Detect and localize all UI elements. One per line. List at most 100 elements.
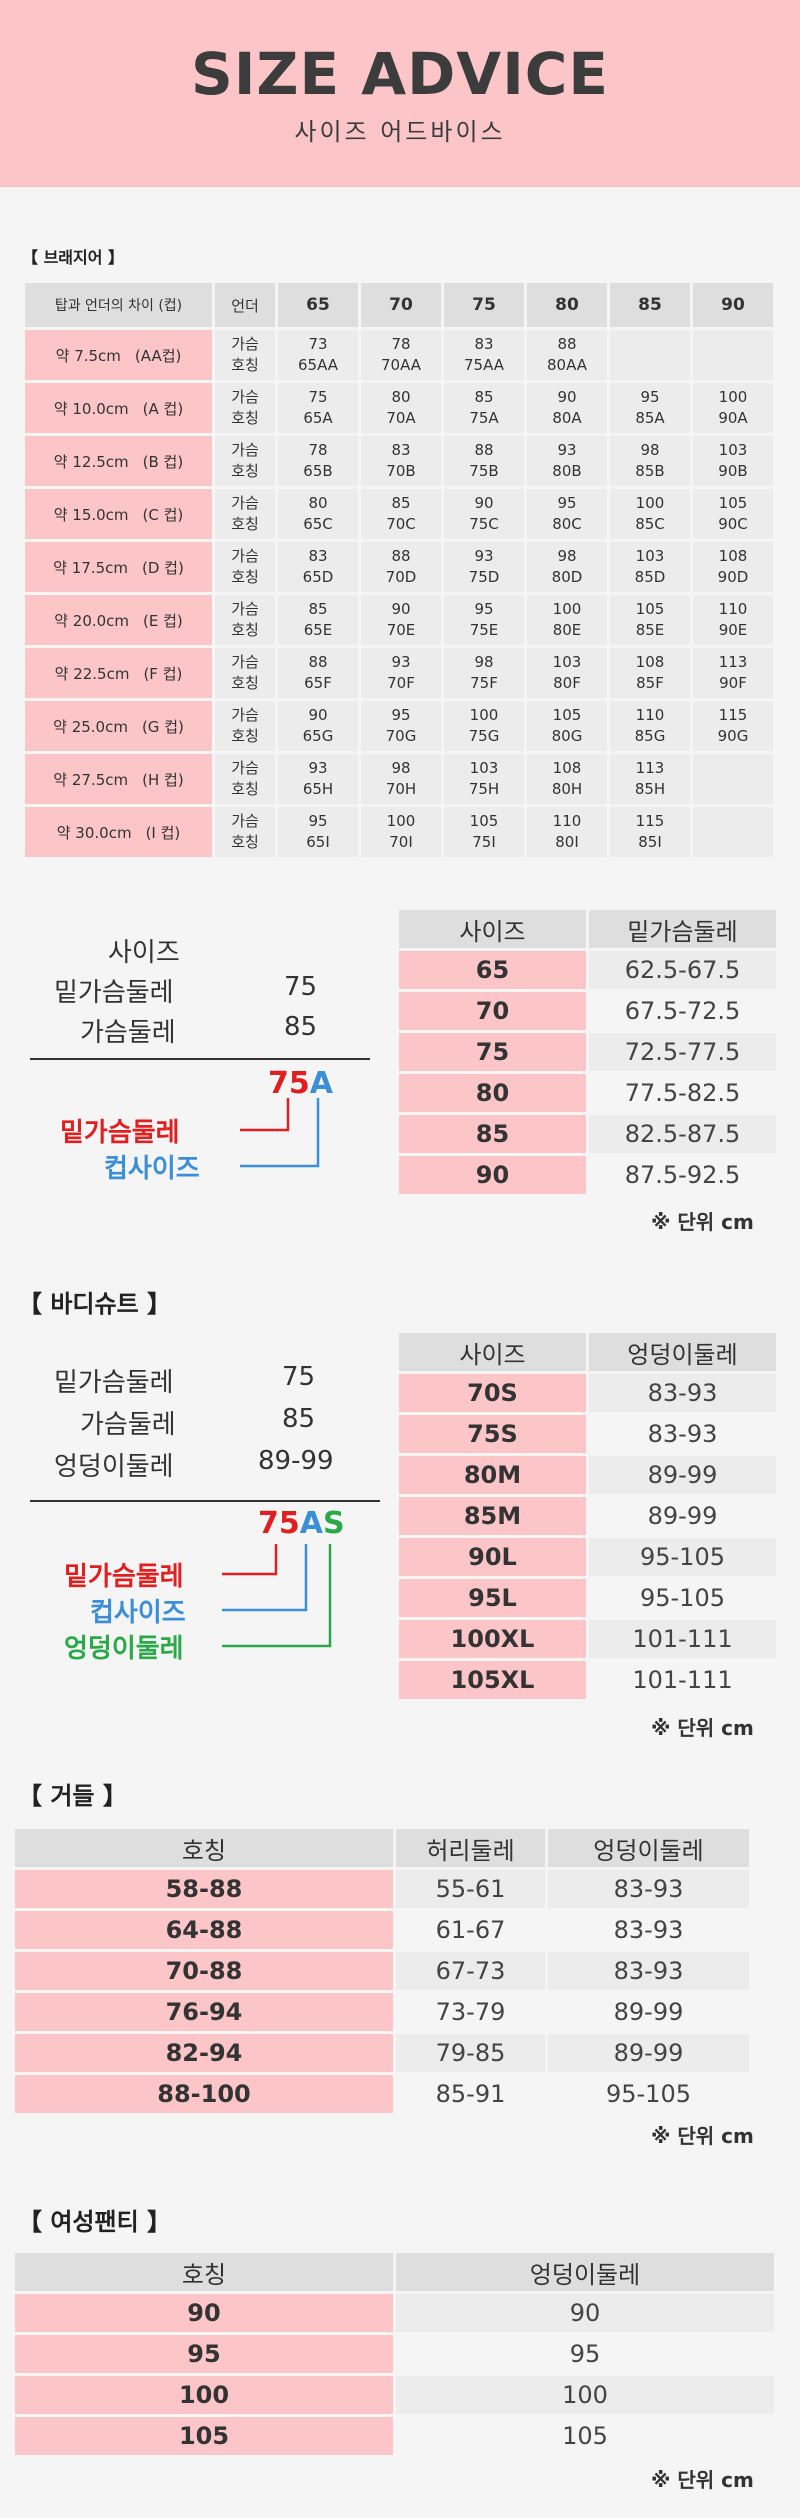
bra-size-cell — [693, 330, 773, 380]
bra-size-cell: 98 85B — [610, 436, 690, 486]
bust-value: 95 — [640, 388, 660, 406]
size-key-cell: 90L — [399, 1538, 586, 1576]
size-key-cell: 70-88 — [15, 1952, 393, 1990]
bra-header-size: 85 — [610, 283, 690, 327]
bust-value: 100 — [469, 706, 499, 724]
table-row: 105 105 — [15, 2417, 774, 2455]
bra-size-cell — [693, 807, 773, 857]
bust-label: 가슴 — [231, 388, 259, 406]
table-row: 70 67.5-72.5 — [399, 992, 776, 1030]
bodysuit-section-label: 【 바디슈트 】 — [18, 1290, 172, 1318]
size-name: 80D — [551, 568, 583, 586]
bra-row-labels: 가슴 호칭 — [215, 542, 275, 592]
bra-cup-label: (H 컵) — [142, 770, 184, 789]
size-value-cell: 61-67 — [396, 1911, 545, 1949]
bra-diff-value: 약 10.0cm — [53, 399, 129, 418]
bust-value: 88 — [557, 335, 577, 353]
size-value-cell: 89-99 — [589, 1497, 776, 1535]
size-value-cell: 55-61 — [396, 1870, 545, 1908]
bust-value: 90 — [557, 388, 577, 406]
size-value-cell: 101-111 — [589, 1620, 776, 1658]
bust-value: 75 — [308, 388, 328, 406]
bust-value: 88 — [474, 441, 494, 459]
size-name: 65I — [306, 833, 330, 851]
bra-cup-diff: 약 15.0cm (C 컵) — [25, 489, 212, 539]
bra-legend-underbust: 밑가슴둘레 — [60, 1118, 180, 1148]
size-name: 80G — [551, 727, 583, 745]
size-name: 75G — [468, 727, 500, 745]
bra-size-cell: 105 90C — [693, 489, 773, 539]
size-name: 85D — [634, 568, 666, 586]
bra-size-cell: 100 80E — [527, 595, 607, 645]
bra-size-cell: 100 75G — [444, 701, 524, 751]
size-key-cell: 75 — [399, 1033, 586, 1071]
table-row: 105XL 101-111 — [399, 1661, 776, 1699]
size-name: 65A — [303, 409, 333, 427]
bust-value: 95 — [308, 812, 328, 830]
bra-row: 약 22.5cm (F 컵) 가슴 호칭 88 65F 93 70F 98 75F 103 80F 10… — [25, 648, 773, 698]
bra-row: 약 7.5cm (AA컵) 가슴 호칭 73 65AA 78 70AA 83 75AA 88 80AA — [25, 330, 773, 380]
size-value-cell: 83-93 — [589, 1415, 776, 1453]
size-key-cell: 85M — [399, 1497, 586, 1535]
code-underbust: 75 — [258, 1506, 300, 1541]
size-key-cell: 90 — [399, 1156, 586, 1194]
size-value-cell: 100 — [396, 2376, 774, 2414]
bra-size-cell: 103 90B — [693, 436, 773, 486]
size-value-cell: 67.5-72.5 — [589, 992, 776, 1030]
bra-cup-label: (F 컵) — [143, 664, 183, 683]
bra-diff-value: 약 12.5cm — [53, 452, 129, 471]
bra-row: 약 25.0cm (G 컵) 가슴 호칭 90 65G 95 70G 100 75G 105 80G 1… — [25, 701, 773, 751]
bra-size-cell: 98 75F — [444, 648, 524, 698]
bust-value: 95 — [391, 706, 411, 724]
bra-row-labels: 가슴 호칭 — [215, 648, 275, 698]
bra-size-cell: 85 65E — [278, 595, 358, 645]
size-name: 70G — [385, 727, 417, 745]
size-key-cell: 85 — [399, 1115, 586, 1153]
bra-cup-label: (I 컵) — [145, 823, 181, 842]
bust-label: 가슴 — [231, 653, 259, 671]
bust-value: 90 — [308, 706, 328, 724]
bust-value: 83 — [474, 335, 494, 353]
panty-section-label: 【 여성팬티 】 — [18, 2208, 172, 2236]
bodysuit-legend-underbust: 밑가슴둘레 — [64, 1562, 184, 1592]
size-value-cell: 82.5-87.5 — [589, 1115, 776, 1153]
bra-size-cell: 98 80D — [527, 542, 607, 592]
bra-header-size: 90 — [693, 283, 773, 327]
size-name: 70F — [387, 674, 415, 692]
bra-example-underbust-label: 밑가슴둘레 — [54, 978, 174, 1008]
bra-size-cell: 115 85I — [610, 807, 690, 857]
size-key-cell: 105XL — [399, 1661, 586, 1699]
size-value-cell: 95-105 — [589, 1538, 776, 1576]
bra-underbust-table: 사이즈 밑가슴둘레 65 62.5-67.5 70 67.5-72.5 75 72.5-7… — [396, 907, 779, 1197]
bra-diff-value: 약 22.5cm — [54, 664, 130, 683]
bra-header-under: 언더 — [215, 283, 275, 327]
size-value-cell: 83-93 — [548, 1870, 749, 1908]
bra-size-cell: 100 90A — [693, 383, 773, 433]
unit-note: ※ 단위 cm — [651, 2468, 754, 2492]
bra-size-cell: 93 70F — [361, 648, 441, 698]
bra-cup-label: (G 컵) — [141, 717, 184, 736]
size-name: 65F — [304, 674, 332, 692]
size-name: 90A — [718, 409, 748, 427]
bra-cup-diff: 약 22.5cm (F 컵) — [25, 648, 212, 698]
size-key-cell: 88-100 — [15, 2075, 393, 2113]
table-header: 엉덩이둘레 — [548, 1829, 749, 1867]
bra-size-cell: 103 80F — [527, 648, 607, 698]
code-hip: S — [322, 1506, 345, 1541]
size-name: 80H — [551, 780, 583, 798]
bra-size-cell: 110 90E — [693, 595, 773, 645]
bra-size-cell: 93 80B — [527, 436, 607, 486]
bra-size-cell: 90 70E — [361, 595, 441, 645]
bust-value: 108 — [718, 547, 748, 565]
table-header: 호칭 — [15, 2253, 393, 2291]
bra-cup-label: (D 컵) — [142, 558, 184, 577]
name-label: 호칭 — [231, 568, 259, 586]
bra-size-cell: 88 75B — [444, 436, 524, 486]
bra-row: 약 20.0cm (E 컵) 가슴 호칭 85 65E 90 70E 95 75E 100 80E 10… — [25, 595, 773, 645]
bra-header-diff: 탑과 언더의 차이 (컵) — [25, 283, 212, 327]
size-name: 90C — [718, 515, 748, 533]
bust-value: 93 — [391, 653, 411, 671]
code-cup: A — [299, 1506, 323, 1541]
unit-note: ※ 단위 cm — [651, 1210, 754, 1234]
